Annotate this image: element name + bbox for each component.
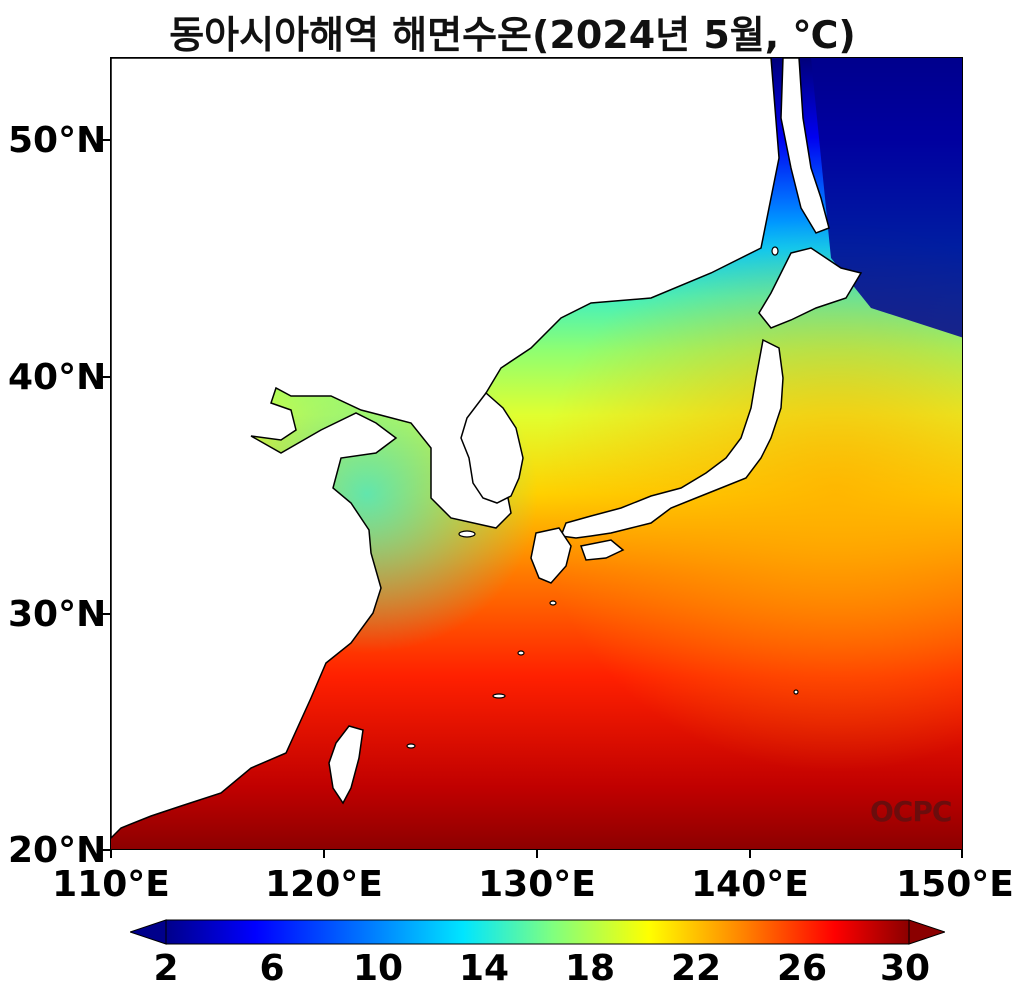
small-island: [793, 689, 799, 695]
colorbar-gradient: [165, 919, 910, 945]
small-island: [771, 246, 779, 256]
y-label-40n: 40°N: [8, 357, 107, 398]
colorbar: [130, 919, 945, 945]
okhotsk-cold-water: [811, 58, 962, 338]
okinawa-island: [492, 693, 506, 699]
x-label-120e: 120°E: [265, 864, 383, 905]
y-tick: [102, 376, 110, 378]
x-label-140e: 140°E: [691, 864, 809, 905]
y-tick: [102, 613, 110, 615]
honshu-land: [559, 338, 784, 539]
y-label-30n: 30°N: [8, 594, 107, 635]
korea-land: [460, 391, 524, 504]
colorbar-label: 6: [259, 948, 285, 989]
map-title: 동아시아해역 해면수온(2024년 5월, ℃): [169, 13, 856, 57]
x-tick: [961, 850, 963, 858]
x-tick: [749, 850, 751, 858]
colorbar-max-extend: [908, 919, 945, 945]
y-tick: [102, 849, 110, 851]
colorbar-label: 14: [458, 948, 510, 989]
small-island: [406, 743, 416, 749]
x-label-130e: 130°E: [478, 864, 596, 905]
x-tick: [536, 850, 538, 858]
y-label-50n: 50°N: [8, 120, 107, 161]
colorbar-min-extend: [130, 919, 167, 945]
colorbar-label: 22: [670, 948, 722, 989]
continent-land: [111, 58, 780, 840]
x-tick: [323, 850, 325, 858]
y-tick: [102, 139, 110, 141]
small-island: [517, 650, 525, 656]
colorbar-label: 2: [153, 948, 179, 989]
sst-map: [110, 57, 963, 850]
small-island: [549, 600, 557, 606]
x-label-150e: 150°E: [896, 864, 1014, 905]
y-label-20n: 20°N: [8, 830, 107, 871]
taiwan-land: [328, 725, 364, 805]
colorbar-label: 18: [564, 948, 616, 989]
kyushu-land: [530, 527, 572, 584]
colorbar-label: 26: [776, 948, 828, 989]
hokkaido-land: [758, 247, 863, 329]
x-tick: [110, 850, 112, 858]
x-label-110e: 110°E: [52, 864, 170, 905]
colorbar-label: 10: [352, 948, 404, 989]
ocpc-logo: OCPC: [870, 795, 952, 828]
shikoku-land: [580, 539, 625, 561]
colorbar-label: 30: [879, 948, 931, 989]
sst-map-svg: [111, 58, 962, 849]
sakhalin-land: [780, 58, 830, 234]
jeju-island: [458, 530, 476, 538]
